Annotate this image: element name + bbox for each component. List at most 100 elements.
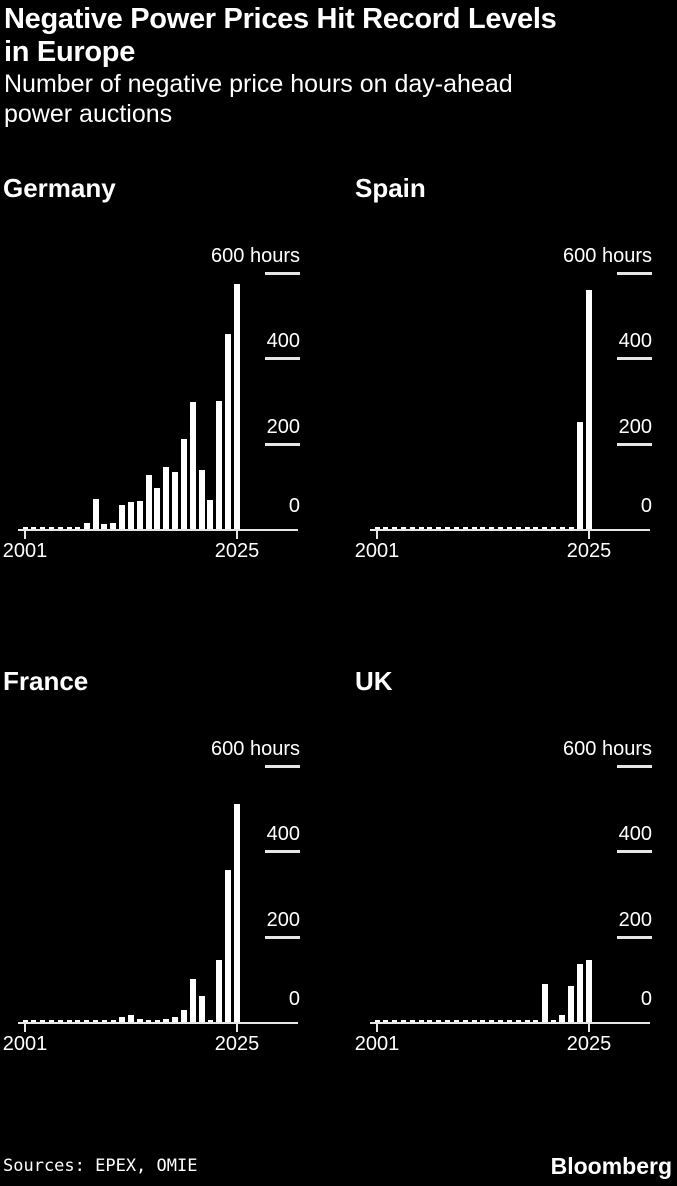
bar-france-2007: [75, 1020, 80, 1022]
germany-x-axis: [18, 529, 298, 531]
bar-germany-2007: [75, 527, 80, 529]
spain-x-axis: [370, 529, 650, 531]
france-x-axis: [18, 1022, 298, 1024]
germany-ytick-400: [265, 357, 300, 360]
bar-uk-2011: [463, 1020, 468, 1022]
spain-ytick-200: [617, 443, 652, 446]
bar-uk-2006: [419, 1020, 424, 1022]
bar-france-2019: [181, 1010, 187, 1022]
bar-uk-2023: [568, 986, 574, 1022]
bar-spain-2018: [525, 527, 530, 529]
bar-germany-2004: [49, 527, 54, 529]
bar-uk-2019: [533, 1020, 538, 1022]
uk-ylabel-600: 600 hours: [563, 738, 652, 760]
page-title: Negative Power Prices Hit Record Levels …: [4, 3, 557, 69]
bar-france-2015: [146, 1020, 151, 1022]
bar-uk-2021: [551, 1020, 556, 1022]
uk-x-axis: [370, 1022, 650, 1024]
germany-ylabel-400: 400: [266, 330, 300, 352]
bar-uk-2018: [525, 1020, 530, 1022]
bar-germany-2023: [216, 401, 222, 529]
chart-subtitle: Number of negative price hours on day-ah…: [4, 69, 513, 129]
sources-note: Sources: EPEX, OMIE: [3, 1156, 198, 1176]
germany-ylabel-200: 200: [266, 416, 300, 438]
bar-spain-2009: [445, 527, 450, 529]
bar-spain-2001: [375, 527, 380, 529]
bar-uk-2003: [392, 1020, 397, 1022]
bar-france-2011: [111, 1020, 116, 1022]
bar-uk-2017: [516, 1020, 521, 1022]
bar-germany-2012: [119, 505, 125, 529]
spain-ytick-600: [617, 272, 652, 275]
france-xtick-2001: [24, 1024, 26, 1032]
bar-germany-2003: [40, 527, 45, 529]
bar-germany-2014: [137, 501, 143, 529]
bar-germany-2017: [163, 467, 169, 529]
bar-germany-2021: [199, 470, 205, 529]
bar-spain-2020: [542, 527, 547, 529]
bar-spain-2005: [410, 527, 415, 529]
panel-title-france: France: [3, 666, 89, 696]
bar-uk-2014: [489, 1020, 494, 1022]
spain-xlabel-2001: 2001: [354, 540, 400, 562]
germany-xlabel-2025: 2025: [214, 540, 260, 562]
bar-france-2008: [84, 1020, 89, 1022]
bar-uk-2020: [542, 984, 548, 1022]
bar-uk-2022: [559, 1015, 565, 1022]
bar-germany-2020: [190, 402, 196, 529]
bar-spain-2013: [480, 527, 485, 529]
germany-ytick-200: [265, 443, 300, 446]
panel-title-spain: Spain: [355, 173, 426, 203]
bar-spain-2022: [560, 527, 565, 529]
bar-germany-2019: [181, 439, 187, 529]
uk-ylabel-200: 200: [618, 909, 652, 931]
spain-xtick-2025: [588, 531, 590, 539]
bar-spain-2003: [392, 527, 397, 529]
germany-xtick-2025: [236, 531, 238, 539]
bar-spain-2025: [586, 290, 592, 529]
germany-ylabel-0: 0: [288, 495, 300, 517]
bar-uk-2005: [410, 1020, 415, 1022]
spain-ylabel-0: 0: [640, 495, 652, 517]
subtitle-line-2: power auctions: [4, 100, 173, 128]
bar-uk-2001: [375, 1020, 380, 1022]
bar-spain-2015: [498, 527, 503, 529]
bar-france-2023: [216, 960, 222, 1022]
uk-xtick-2001: [376, 1024, 378, 1032]
panel-title-uk: UK: [355, 666, 393, 696]
uk-ylabel-0: 0: [640, 988, 652, 1010]
bar-spain-2016: [507, 527, 512, 529]
bar-germany-2022: [207, 500, 213, 529]
germany-xtick-2001: [24, 531, 26, 539]
france-xlabel-2001: 2001: [2, 1033, 48, 1055]
bar-germany-2008: [84, 523, 90, 529]
france-ylabel-0: 0: [288, 988, 300, 1010]
bar-france-2003: [40, 1020, 45, 1022]
bar-france-2009: [93, 1020, 98, 1022]
france-xlabel-2025: 2025: [214, 1033, 260, 1055]
bar-france-2014: [137, 1019, 143, 1022]
bar-france-2005: [58, 1020, 63, 1022]
bar-uk-2016: [507, 1020, 512, 1022]
spain-ylabel-600: 600 hours: [563, 245, 652, 267]
bar-germany-2011: [110, 523, 116, 529]
title-line-1: Negative Power Prices Hit Record Levels: [4, 3, 557, 35]
bar-uk-2015: [498, 1020, 503, 1022]
bar-germany-2010: [101, 524, 107, 529]
bar-germany-2005: [58, 527, 63, 529]
uk-xlabel-2025: 2025: [566, 1033, 612, 1055]
bar-uk-2002: [383, 1020, 388, 1022]
bar-uk-2008: [436, 1020, 441, 1022]
france-ytick-400: [265, 850, 300, 853]
bar-france-2006: [67, 1020, 72, 1022]
bar-spain-2010: [454, 527, 459, 529]
germany-ytick-600: [265, 272, 300, 275]
france-ylabel-600: 600 hours: [211, 738, 300, 760]
bar-france-2004: [49, 1020, 54, 1022]
bar-france-2001: [23, 1020, 28, 1022]
france-ytick-600: [265, 765, 300, 768]
bar-france-2013: [128, 1015, 134, 1022]
bar-france-2002: [31, 1020, 36, 1022]
bar-spain-2004: [401, 527, 406, 529]
bloomberg-logo: Bloomberg: [550, 1153, 672, 1179]
